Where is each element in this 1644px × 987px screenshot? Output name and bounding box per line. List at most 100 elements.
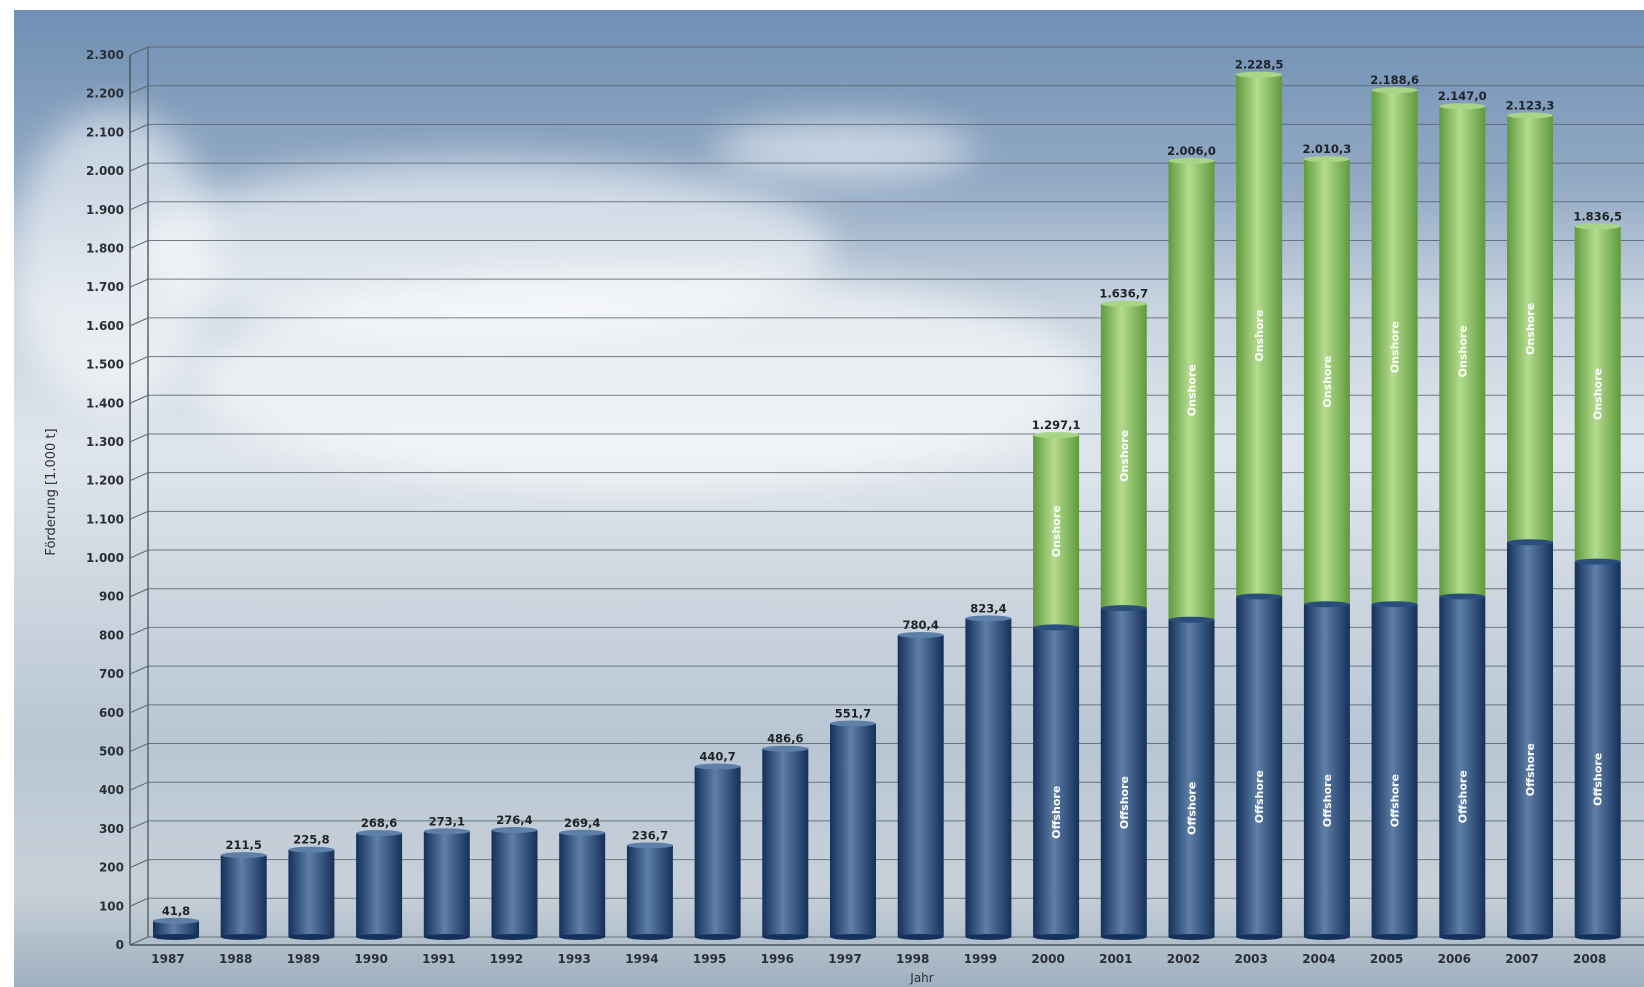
bar-segment-joint [1100,605,1147,612]
segment-label-onshore: Onshore [1389,321,1402,373]
cloud-decoration [194,270,1094,490]
bar-onshore [1100,303,1147,609]
data-label: 1.636,7 [1099,287,1148,301]
data-label: 236,7 [632,828,668,842]
bar-segment-joint [1303,601,1350,608]
x-tick-label: 1991 [422,952,455,966]
bar-offshore [1168,619,1215,937]
bar-onshore [1574,226,1621,562]
bar-segment-joint [1439,593,1486,600]
gridline-depth [129,743,149,752]
x-tick-label: 2006 [1438,952,1471,966]
y-tick-label: 1.000 [86,551,124,565]
data-label: 2.228,5 [1235,58,1284,72]
bar-onshore [1168,160,1215,620]
segment-label-onshore: Onshore [1524,303,1537,355]
data-label: 551,7 [835,707,871,721]
y-tick-label: 800 [99,628,124,642]
gridline-depth [129,859,149,869]
bar-base [965,934,1012,940]
bar-onshore [1507,115,1553,543]
gridline-depth [129,317,149,327]
data-label: 2.147,0 [1438,89,1487,103]
bar-offshore [356,833,403,937]
bar-base [1100,934,1147,940]
segment-label-offshore: Offshore [1321,774,1334,827]
gridline-depth [129,820,149,830]
bar-offshore [762,748,809,937]
bar-top-cap [288,846,335,853]
bar-segment-joint [1236,593,1283,600]
bar-top-cap [897,632,944,639]
bar-base [1236,934,1283,940]
bar-base [491,934,538,940]
gridline-depth [129,472,149,482]
data-label: 1.297,1 [1032,418,1081,432]
bar-base [1439,934,1486,940]
y-tick-label: 1.500 [86,358,124,372]
gridline-depth [129,201,149,211]
bar-top-cap [694,763,741,770]
bar-offshore [897,635,944,937]
bar-offshore [288,849,335,937]
bar-top-cap [356,830,403,837]
x-tick-label: 1993 [557,952,590,966]
data-label: 273,1 [429,814,465,828]
bar-base [1303,934,1350,940]
x-tick-label: 2002 [1167,952,1200,966]
data-label: 2.010,3 [1303,142,1352,156]
bar-top-cap [1168,157,1215,164]
bar-offshore [626,845,673,937]
x-tick-label: 1988 [219,952,252,966]
data-label: 440,7 [699,749,735,763]
data-label: 268,6 [361,816,397,830]
y-tick-label: 400 [99,783,124,797]
bar-top-cap [423,828,470,835]
bar-segment-joint [1574,558,1621,565]
y-tick-label: 200 [99,861,124,875]
gridline-depth [129,123,149,133]
segment-label-onshore: Onshore [1456,325,1469,377]
bar-base [762,934,809,940]
data-label: 41,8 [162,904,190,918]
bar-base [153,934,199,940]
x-tick-label: 1989 [287,952,320,966]
bar-offshore [1507,542,1553,937]
bar-top-cap [626,842,673,849]
bar-offshore [559,832,606,937]
bar-base [1168,934,1215,940]
segment-label-offshore: Offshore [1456,770,1469,823]
bar-top-cap [491,827,538,834]
bar-top-cap [1371,87,1418,94]
gridline-depth [129,781,149,791]
bar-onshore [1303,159,1350,605]
bar-segment-joint [1168,616,1215,623]
bar-base [220,934,267,940]
x-axis-title: Jahr [909,971,933,985]
bar-base [1033,934,1080,940]
segment-label-offshore: Offshore [1186,782,1199,835]
bar-onshore [1033,435,1080,628]
bar-top-cap [153,917,199,924]
x-tick-label: 2004 [1302,952,1335,966]
x-tick-label: 1999 [964,952,997,966]
bar-top-cap [965,615,1012,622]
segment-label-offshore: Offshore [1253,770,1266,823]
data-label: 1.836,5 [1573,209,1622,223]
bar-onshore [1371,90,1418,605]
x-tick-label: 1998 [896,952,929,966]
data-label: 2.123,3 [1506,98,1555,112]
data-label: 269,4 [564,816,600,830]
x-tick-label: 2007 [1505,952,1538,966]
y-tick-label: 1.300 [86,435,124,449]
data-label: 225,8 [293,833,329,847]
bar-base [897,934,944,940]
data-label: 780,4 [903,618,939,632]
y-tick-label: 0 [116,938,124,952]
y-tick-label: 2.200 [86,87,124,101]
gridline-depth [129,46,149,56]
gridline-depth [129,897,149,907]
cloud-decoration [14,110,214,410]
gridline-depth [129,162,149,172]
